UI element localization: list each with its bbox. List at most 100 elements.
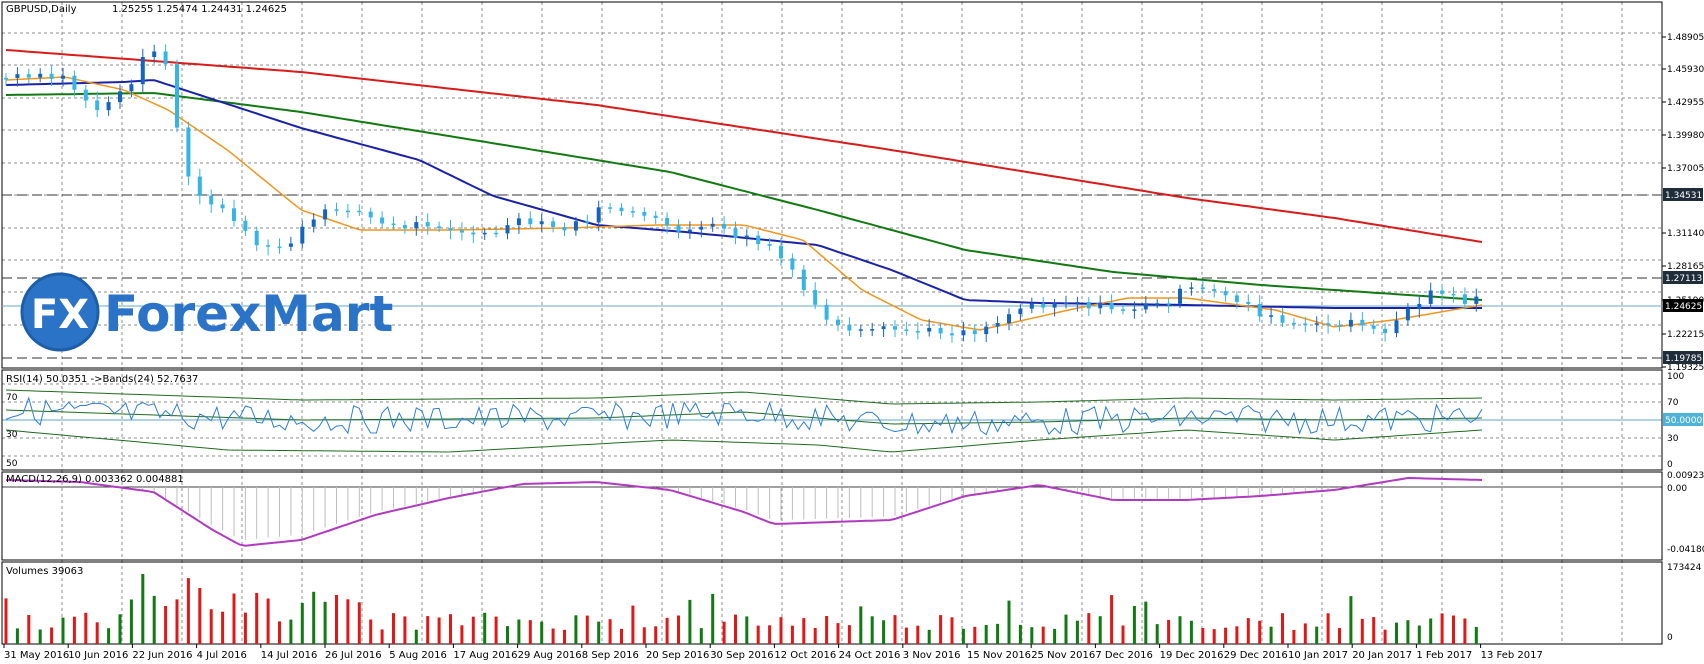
- candle-body: [630, 211, 635, 213]
- candle-body: [437, 226, 442, 229]
- candle-body: [1018, 308, 1023, 315]
- rsi-upper-band: [5, 389, 1483, 405]
- time-axis-label: 29 Aug 2016: [518, 650, 582, 661]
- volume-bar: [209, 609, 213, 644]
- volume-bar: [1064, 614, 1068, 644]
- candle-body: [1143, 303, 1148, 310]
- candle-body: [72, 75, 77, 90]
- macd-axis-label: -0.041809: [1667, 545, 1704, 555]
- volume-bar: [152, 595, 156, 644]
- candle-body: [254, 230, 259, 246]
- volume-bar: [506, 626, 509, 644]
- volume-bar: [973, 626, 977, 644]
- candle-body: [1086, 302, 1091, 309]
- volume-bar: [15, 628, 19, 644]
- volume-bar: [1212, 629, 1216, 644]
- candle-body: [870, 329, 875, 331]
- macd-pane[interactable]: [1, 471, 1663, 561]
- price-marker-134531[interactable]: 1.34531: [1663, 188, 1703, 201]
- candle-body: [1132, 309, 1137, 311]
- volume-bar: [1303, 623, 1307, 644]
- volume-bar: [950, 617, 954, 644]
- candle-body: [950, 333, 954, 336]
- time-axis-label: 20 Sep 2016: [646, 650, 709, 661]
- volume-bar: [1395, 622, 1398, 644]
- volume-bar: [1144, 601, 1148, 644]
- price-marker-119785[interactable]: 1.19785: [1663, 351, 1703, 364]
- volume-bar: [1474, 626, 1478, 644]
- candle-body: [175, 64, 179, 128]
- candle-body: [334, 209, 339, 211]
- macd-series: [5, 476, 1483, 547]
- volume-bar: [1132, 606, 1136, 644]
- price-marker-127113[interactable]: 1.27113: [1663, 271, 1703, 284]
- volume-bar: [61, 617, 65, 644]
- rsi-left-level-70: 70: [6, 393, 18, 403]
- volume-bar: [551, 628, 555, 644]
- candle-body: [516, 218, 521, 226]
- level-lines[interactable]: [2, 194, 1662, 359]
- volume-bar: [483, 612, 487, 644]
- candle-body: [15, 74, 20, 78]
- time-axis-label: 30 Sep 2016: [710, 650, 773, 661]
- candle-body: [733, 228, 738, 238]
- candle-body: [1052, 303, 1057, 308]
- volume-bars: [4, 574, 1478, 644]
- volume-bar: [369, 619, 373, 644]
- candle-body: [391, 223, 396, 226]
- rsi-lower-band: [5, 429, 1483, 453]
- volume-bar: [392, 613, 395, 644]
- candle-body: [140, 57, 145, 85]
- candle-body: [1326, 323, 1331, 326]
- price-axis-label: 1.45930: [1667, 65, 1704, 75]
- candle-body: [710, 223, 715, 227]
- candle-body: [995, 323, 1000, 327]
- candle-body: [585, 221, 590, 223]
- volume-bar: [1417, 625, 1421, 644]
- candle-body: [1474, 296, 1479, 304]
- volume-bar: [198, 588, 202, 644]
- volume-bar: [129, 599, 133, 644]
- rsi-pane[interactable]: [1, 369, 1663, 471]
- candle-body: [1394, 320, 1399, 334]
- volume-bar: [255, 592, 259, 644]
- rsi-title: RSI(14) 50.0351 ->Bands(24) 52.7637: [6, 374, 198, 385]
- volume-bar: [631, 605, 635, 644]
- price-axis[interactable]: 1.48905 1.45930 1.42955 1.39980 1.37005 1.311…: [1662, 33, 1704, 643]
- candle-body: [608, 207, 613, 209]
- volume-bar: [1281, 613, 1284, 644]
- time-axis-label: 5 Aug 2016: [389, 650, 447, 661]
- time-axis-label: 29 Dec 2016: [1224, 650, 1288, 661]
- candle-body: [790, 258, 795, 270]
- candle-body: [1383, 328, 1388, 334]
- volume-bar: [916, 625, 920, 644]
- rsi-level-marker: [1663, 413, 1703, 426]
- candle-body: [1121, 309, 1125, 311]
- main-price-pane[interactable]: [1, 1, 1663, 369]
- price-marker-124625[interactable]: 1.24625: [1663, 299, 1703, 312]
- candle-body: [311, 219, 316, 227]
- volume-bar: [1098, 616, 1102, 644]
- volumes-title: Volumes 39063: [6, 566, 83, 577]
- volume-bar: [882, 620, 886, 644]
- volume-bar: [996, 623, 1000, 644]
- volume-bar: [118, 614, 122, 644]
- volume-bar: [528, 620, 532, 644]
- candle-body: [984, 326, 989, 335]
- volume-bar: [1452, 615, 1455, 644]
- rsi-axis-label: 70: [1667, 398, 1679, 408]
- candle-body: [186, 127, 191, 177]
- chart-grid: [2, 2, 1662, 644]
- candle-body: [448, 228, 453, 231]
- volume-bar: [597, 621, 601, 644]
- volume-bar: [859, 606, 863, 644]
- volume-bar: [1007, 600, 1011, 644]
- volume-bar: [141, 574, 145, 644]
- rsi-left-level-30: 30: [6, 430, 18, 440]
- candle-body: [209, 195, 214, 205]
- candle-body: [38, 73, 43, 78]
- candle-body: [1371, 325, 1376, 329]
- volumes-pane[interactable]: [1, 561, 1663, 645]
